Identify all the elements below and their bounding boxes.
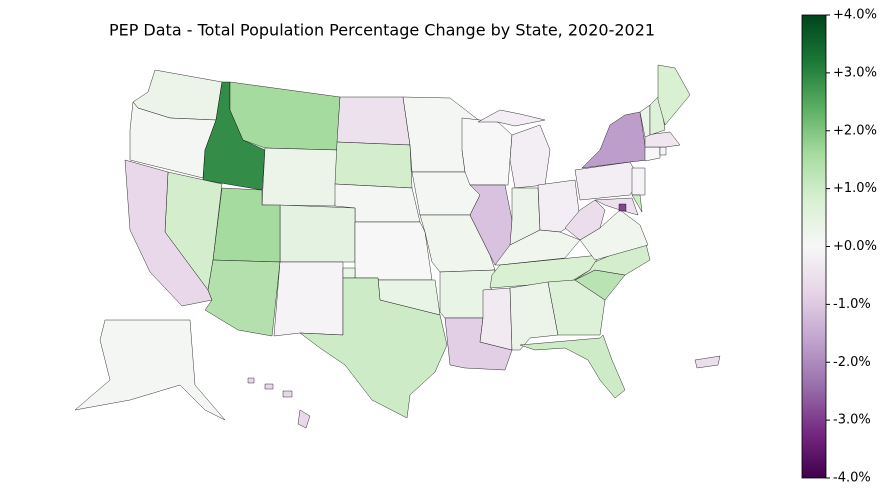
state [659,146,667,156]
state [594,197,639,216]
state [279,204,356,263]
colorbar: +4.0% +3.0% +2.0% +1.0% +0.0% -1.0% -2.0% -3.0%… [801,8,877,486]
colorbar-tick-label: +3.0% [833,65,877,80]
state [336,96,411,146]
colorbar-tick-label: +1.0% [833,181,877,196]
state [547,279,606,336]
state [479,287,513,351]
state [74,319,226,421]
state-layer [74,64,721,429]
state [644,146,661,162]
state [204,259,281,337]
map-title: PEP Data - Total Population Percentage C… [109,21,655,40]
colorbar-tick-label: -2.0% [833,355,871,370]
state [261,147,338,207]
colorbar-tick-label: +0.0% [833,239,877,254]
state [519,334,626,399]
state [509,124,551,189]
state [461,117,513,186]
colorbar-tick-label: -3.0% [833,413,871,428]
state [564,199,606,241]
colorbar-fill [801,14,827,479]
state [334,141,413,189]
state [282,390,293,398]
state [354,221,433,281]
state [264,383,274,390]
colorbar-tick-label: -4.0% [833,471,871,486]
state [273,261,344,337]
state [631,167,646,196]
state [297,409,311,429]
state [644,131,681,148]
state [229,81,341,151]
colorbar-tick-label: +2.0% [833,123,877,138]
state [299,277,448,419]
state [657,64,691,126]
state [247,377,255,384]
state [618,203,627,212]
colorbar-tick-label: -1.0% [833,297,871,312]
state [581,111,649,169]
state [694,355,721,369]
state [477,109,546,127]
state [631,194,643,213]
colorbar-tick-label: +4.0% [833,8,877,23]
